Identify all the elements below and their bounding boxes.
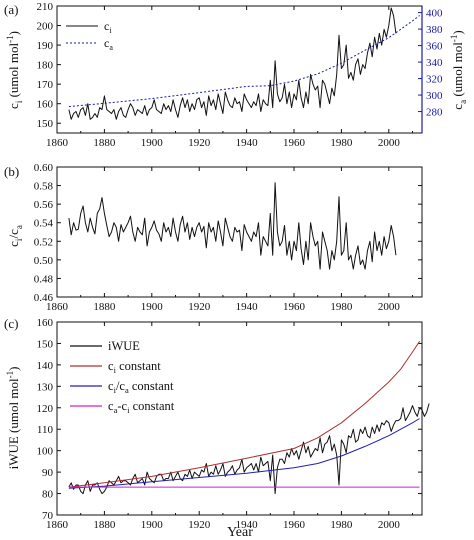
panel-a-y2-tick-labels: 280 300 320 340 360 380 400 — [426, 8, 443, 119]
panel-b-y-tick-label: 0.56 — [34, 199, 54, 211]
panel-a-y2-axis-label: ca (umol mol-1) — [449, 30, 468, 109]
panel-b-y-tick-label: 0.46 — [34, 292, 54, 304]
panel-c-x-tick-label: 1900 — [141, 519, 164, 531]
panel-a-x-tick-label: 1880 — [93, 137, 116, 149]
panel-a-y-tick-label: 160 — [37, 99, 54, 111]
panel-a-y-tick-labels: 150 160 170 180 190 200 210 — [37, 1, 54, 130]
panel-a-y2-tick-label: 300 — [426, 90, 443, 102]
panel-a-y2-tick-label: 360 — [426, 41, 443, 53]
panel-a-y-tick-label: 190 — [37, 40, 54, 52]
legend-ci-text: ci — [104, 19, 112, 35]
panel-a: (a) 1860 1880 1900 1920 1940 1960 1980 2000 150… — [4, 1, 468, 149]
panel-c-y-axis-label: iWUE (umol mol-1) — [5, 367, 21, 470]
panel-c-x-axis-label: Year — [227, 525, 253, 540]
panel-a-y2-tick-label: 380 — [426, 24, 443, 36]
panel-a-x-tick-label: 1900 — [141, 137, 164, 149]
legend-ci-constant-text: ci constant — [108, 359, 161, 375]
panel-b-x-tick-labels: 1860 1880 1900 1920 1940 1960 1980 2000 — [46, 301, 400, 313]
panel-c-x-tick-label: 1880 — [93, 519, 116, 531]
panel-c-y-tick-label: 100 — [37, 446, 54, 458]
panel-c: (c) 1860 1880 1900 1920 1940 1960 1980 2000 70 8… — [4, 316, 430, 540]
panel-b-y-tick-label: 0.54 — [34, 218, 54, 230]
panel-a-x-tick-label: 1940 — [236, 137, 259, 149]
panel-a-y-tick-label: 150 — [37, 118, 54, 130]
panel-c-x-tick-label: 1940 — [236, 519, 259, 531]
panel-a-y-tick-label: 180 — [37, 60, 54, 72]
panel-b-y-tick-label: 0.58 — [34, 181, 54, 193]
legend-caci-constant-text: ca-ci constant — [108, 399, 175, 415]
panel-c-y-tick-label: 80 — [42, 489, 54, 501]
panel-c-y-tick-label: 90 — [42, 467, 54, 479]
panel-a-legend: ci ca — [66, 19, 113, 52]
legend-ca-text: ca — [104, 36, 113, 52]
panel-a-x-tick-label: 1920 — [188, 137, 211, 149]
panel-c-y-tick-label: 140 — [37, 360, 54, 372]
series-line-c-a — [68, 15, 420, 108]
panel-c-legend: iWUE ci constant ci/ca constant ca-ci co… — [70, 339, 175, 415]
panel-b-x-tick-label: 1860 — [46, 301, 69, 313]
panel-a-x-tick-labels: 1860 1880 1900 1920 1940 1960 1980 2000 — [46, 137, 400, 149]
series-line-c-i — [68, 7, 397, 120]
panel-b-y-tick-label: 0.60 — [34, 162, 54, 174]
panel-a-frame — [56, 5, 423, 134]
panel-b: (b) 1860 1880 1900 1920 1940 1960 1980 2000 0.4… — [4, 162, 423, 313]
panel-a-y2-tick-label: 320 — [426, 74, 443, 86]
panel-a-y2-tick-label: 280 — [426, 107, 443, 119]
panel-b-x-tick-label: 1920 — [188, 301, 211, 313]
series-line-c-i-c-a-constant — [68, 418, 420, 489]
legend-iwue-text: iWUE — [108, 339, 140, 353]
panel-c-x-tick-label: 2000 — [378, 519, 401, 531]
panel-b-x-tick-label: 1980 — [330, 301, 353, 313]
panel-b-x-tick-label: 1940 — [236, 301, 259, 313]
panel-c-x-tick-labels: 1860 1880 1900 1920 1940 1960 1980 2000 — [46, 519, 400, 531]
panel-b-label: (b) — [4, 164, 19, 179]
panel-b-y-tick-labels: 0.46 0.48 0.50 0.52 0.54 0.56 0.58 0.60 — [34, 162, 54, 304]
panel-c-x-tick-label: 1860 — [46, 519, 69, 531]
panel-c-x-tick-label: 1920 — [188, 519, 211, 531]
panel-c-y-tick-label: 150 — [37, 338, 54, 350]
panel-b-frame — [56, 166, 423, 298]
panel-b-x-tick-label: 2000 — [378, 301, 401, 313]
panel-a-y-tick-label: 200 — [37, 21, 54, 33]
panel-c-y-tick-label: 70 — [42, 510, 54, 522]
panel-b-x-tick-label: 1880 — [93, 301, 116, 313]
panel-a-x-tick-label: 2000 — [378, 137, 401, 149]
panel-b-x-tick-label: 1960 — [283, 301, 306, 313]
panel-c-label: (c) — [4, 316, 18, 331]
panel-a-y2-tick-label: 400 — [426, 8, 443, 20]
panel-b-x-tick-label: 1900 — [141, 301, 164, 313]
panel-a-x-tick-label: 1860 — [46, 137, 69, 149]
panel-a-y-tick-label: 170 — [37, 79, 54, 91]
panel-a-x-tick-label: 1960 — [283, 137, 306, 149]
panel-a-x-tick-label: 1980 — [330, 137, 353, 149]
legend-cica-constant-text: ci/ca constant — [108, 379, 174, 395]
panel-a-y-axis-label: ci (umol mol-1) — [5, 31, 24, 109]
panel-b-y-tick-label: 0.52 — [34, 236, 53, 248]
series-line-c-i-constant — [68, 341, 421, 488]
panel-a-y-tick-label: 210 — [37, 1, 54, 13]
panel-c-y-tick-label: 160 — [37, 317, 54, 329]
panel-b-y-axis-label: ci/ca — [6, 225, 24, 247]
panel-c-y-tick-label: 120 — [37, 403, 54, 415]
panel-c-x-tick-label: 1960 — [283, 519, 306, 531]
panel-a-y2-tick-label: 340 — [426, 57, 443, 69]
panel-b-y-tick-label: 0.50 — [34, 255, 54, 267]
panel-b-y-tick-label: 0.48 — [34, 273, 54, 285]
panel-c-x-tick-label: 1980 — [330, 519, 353, 531]
panel-c-y-tick-labels: 70 80 90 100 110 120 130 140 150 160 — [37, 317, 54, 522]
series-line-c-i-c-a — [68, 182, 397, 270]
panel-c-frame — [56, 321, 423, 516]
panel-c-y-tick-label: 130 — [37, 381, 54, 393]
panel-c-y-tick-label: 110 — [37, 424, 54, 436]
panel-a-label: (a) — [4, 2, 18, 17]
